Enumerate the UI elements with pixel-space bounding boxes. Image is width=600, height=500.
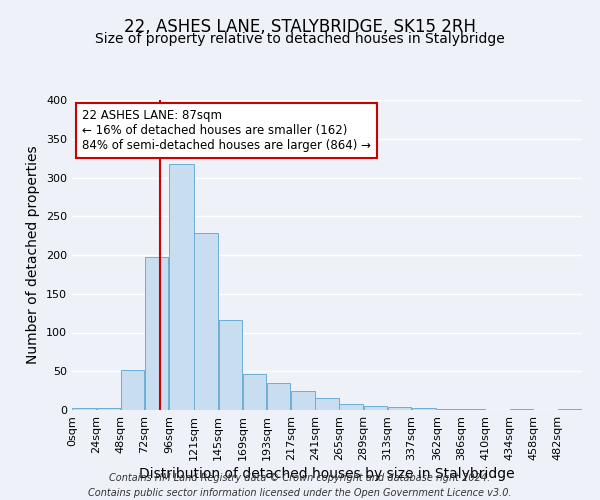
Bar [340,404,363,410]
Bar [388,407,412,410]
Text: Size of property relative to detached houses in Stalybridge: Size of property relative to detached ho… [95,32,505,46]
Bar [242,374,266,410]
Bar [97,408,120,410]
Bar [510,409,533,410]
Bar [218,320,242,410]
Bar [145,258,169,410]
Bar [461,409,485,410]
Bar [315,398,339,410]
Bar [364,406,387,410]
Bar [412,408,436,410]
Bar [558,409,581,410]
Text: Contains HM Land Registry data © Crown copyright and database right 2024.
Contai: Contains HM Land Registry data © Crown c… [88,472,512,498]
Bar [437,409,461,410]
Bar [169,164,194,410]
Text: 22 ASHES LANE: 87sqm
← 16% of detached houses are smaller (162)
84% of semi-deta: 22 ASHES LANE: 87sqm ← 16% of detached h… [82,110,371,152]
Bar [73,408,96,410]
Bar [194,234,218,410]
Bar [121,370,144,410]
Text: 22, ASHES LANE, STALYBRIDGE, SK15 2RH: 22, ASHES LANE, STALYBRIDGE, SK15 2RH [124,18,476,36]
Y-axis label: Number of detached properties: Number of detached properties [26,146,40,364]
X-axis label: Distribution of detached houses by size in Stalybridge: Distribution of detached houses by size … [139,467,515,481]
Bar [267,383,290,410]
Bar [291,390,314,410]
